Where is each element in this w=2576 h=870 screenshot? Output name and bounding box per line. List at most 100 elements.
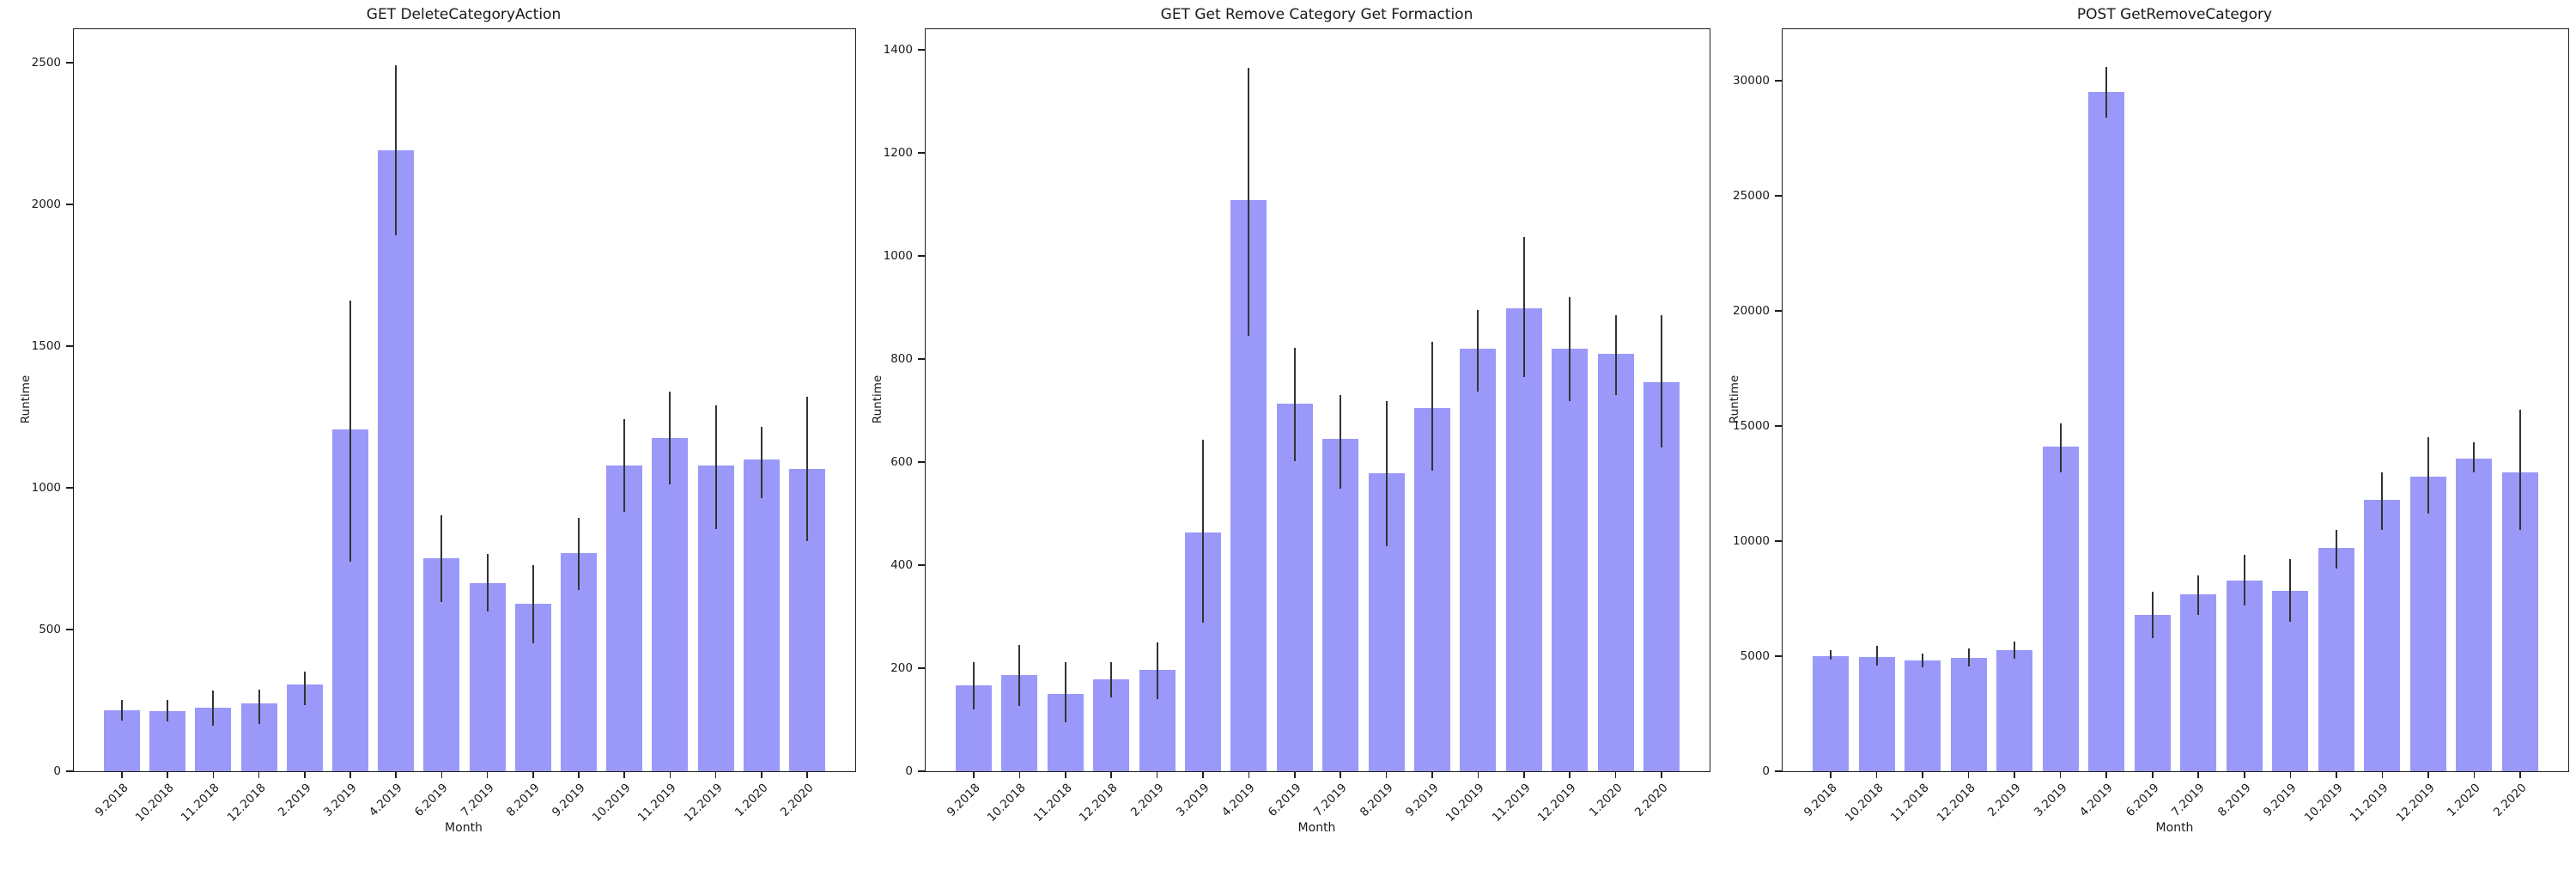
x-tick-mark (2381, 771, 2384, 778)
x-tick-label: 3.2019 (2031, 781, 2070, 820)
x-tick-label: 4.2019 (2077, 781, 2116, 820)
y-tick-mark (1775, 80, 1782, 82)
x-tick-label: 9.2019 (549, 781, 588, 820)
x-tick-mark (2244, 771, 2245, 778)
bar-6.2019 (2134, 614, 2171, 771)
y-tick-label: 800 (890, 352, 913, 366)
bar-9.2019 (2272, 590, 2309, 771)
bar-10.2019 (1460, 349, 1497, 771)
y-tick-label: 1000 (883, 249, 913, 263)
bar-11.2018 (1047, 694, 1084, 771)
bar-9.2018 (956, 684, 992, 771)
x-tick-label: 10.2019 (1443, 781, 1487, 825)
x-tick-mark (258, 771, 260, 778)
x-tick-label: 6.2019 (1265, 781, 1304, 820)
y-tick-mark (1775, 310, 1782, 312)
y-tick-label: 20000 (1733, 304, 1770, 319)
x-tick-mark (1385, 771, 1388, 778)
y-tick-mark (66, 345, 73, 347)
error-bar-3.2019 (1202, 440, 1204, 624)
error-bar-6.2019 (2151, 591, 2154, 638)
x-tick-mark (2427, 771, 2429, 778)
bar-9.2019 (561, 552, 597, 771)
bar-7.2019 (1322, 439, 1359, 771)
y-axis-label: Runtime (871, 374, 884, 424)
error-bar-11.2018 (1922, 654, 1924, 668)
error-bar-2.2020 (1661, 315, 1662, 448)
y-axis-label: Runtime (19, 374, 33, 424)
y-tick-mark (1775, 195, 1782, 197)
error-bar-1.2020 (760, 427, 762, 498)
error-bar-10.2018 (1018, 645, 1021, 706)
error-bar-10.2018 (167, 700, 169, 722)
x-tick-label: 8.2019 (2215, 781, 2254, 820)
bar-6.2019 (1276, 404, 1313, 771)
x-tick-label: 10.2018 (985, 781, 1030, 825)
error-bar-6.2019 (1293, 347, 1296, 462)
x-tick-label: 6.2019 (412, 781, 451, 820)
y-tick-mark (66, 62, 73, 64)
error-bar-7.2019 (1340, 395, 1342, 490)
y-tick-label: 2500 (31, 55, 61, 70)
x-tick-mark (304, 771, 306, 778)
error-bar-11.2018 (1064, 661, 1066, 722)
x-tick-mark (1830, 771, 1832, 778)
x-tick-mark (121, 771, 123, 778)
y-tick-mark (918, 255, 925, 257)
bar-11.2018 (1905, 660, 1941, 771)
x-tick-label: 11.2018 (179, 781, 222, 825)
bar-10.2019 (2318, 548, 2354, 771)
bar-12.2018 (1093, 678, 1130, 771)
x-tick-label: 12.2018 (1934, 781, 1978, 825)
y-tick-mark (918, 770, 925, 772)
plot-area: 0 200 400 600 800 1000 1200 1400 9.2018 10.2018 11… (884, 28, 1710, 824)
x-tick-mark (2289, 771, 2292, 778)
error-bar-12.2019 (1569, 297, 1571, 402)
y-tick-label: 0 (905, 764, 913, 778)
x-tick-mark (486, 771, 489, 778)
x-tick-label: 9.2019 (2261, 781, 2300, 820)
x-tick-label: 4.2019 (367, 781, 405, 820)
y-tick-label: 0 (1762, 764, 1770, 778)
bar-1.2020 (743, 459, 780, 771)
y-tick-label: 25000 (1733, 189, 1770, 204)
error-bar-3.2019 (349, 300, 351, 562)
error-bar-4.2019 (395, 65, 398, 236)
y-tick-label: 5000 (1740, 649, 1770, 663)
error-bar-4.2019 (1248, 68, 1250, 336)
bar-1.2020 (2456, 458, 2493, 771)
error-bar-11.2018 (212, 690, 215, 726)
y-tick-label: 1400 (883, 43, 913, 57)
error-bar-9.2018 (121, 699, 123, 721)
x-tick-label: 8.2019 (1357, 781, 1396, 820)
y-tick-label: 10000 (1733, 534, 1770, 548)
y-tick-mark (1775, 540, 1782, 542)
x-tick-label: 2.2019 (1127, 781, 1167, 820)
error-bar-8.2019 (1385, 401, 1388, 546)
y-tick-label: 2000 (31, 197, 61, 211)
x-axis-label: Month (445, 821, 483, 835)
error-bar-11.2019 (669, 391, 671, 484)
x-tick-mark (2105, 771, 2107, 778)
bar-11.2019 (1505, 308, 1542, 771)
error-bar-1.2020 (2473, 441, 2476, 472)
x-tick-label: 2.2019 (1985, 781, 2024, 820)
bar-12.2019 (2409, 476, 2446, 771)
error-bar-2.2019 (2014, 641, 2016, 659)
x-tick-mark (623, 771, 625, 778)
bar-8.2019 (2226, 580, 2263, 771)
x-tick-label: 10.2019 (2301, 781, 2346, 825)
bar-9.2018 (1813, 656, 1849, 771)
bar-2.2020 (2502, 472, 2538, 771)
bar-10.2018 (1858, 656, 1895, 771)
x-tick-label: 7.2019 (1311, 781, 1350, 820)
error-bar-12.2018 (258, 690, 260, 725)
error-bar-10.2019 (2335, 529, 2337, 569)
error-bar-4.2019 (2105, 66, 2108, 118)
bar-12.2019 (697, 465, 734, 771)
error-bar-9.2019 (578, 518, 580, 590)
error-bar-2.2019 (303, 671, 306, 706)
x-tick-mark (578, 771, 580, 778)
error-bar-3.2019 (2059, 423, 2062, 472)
